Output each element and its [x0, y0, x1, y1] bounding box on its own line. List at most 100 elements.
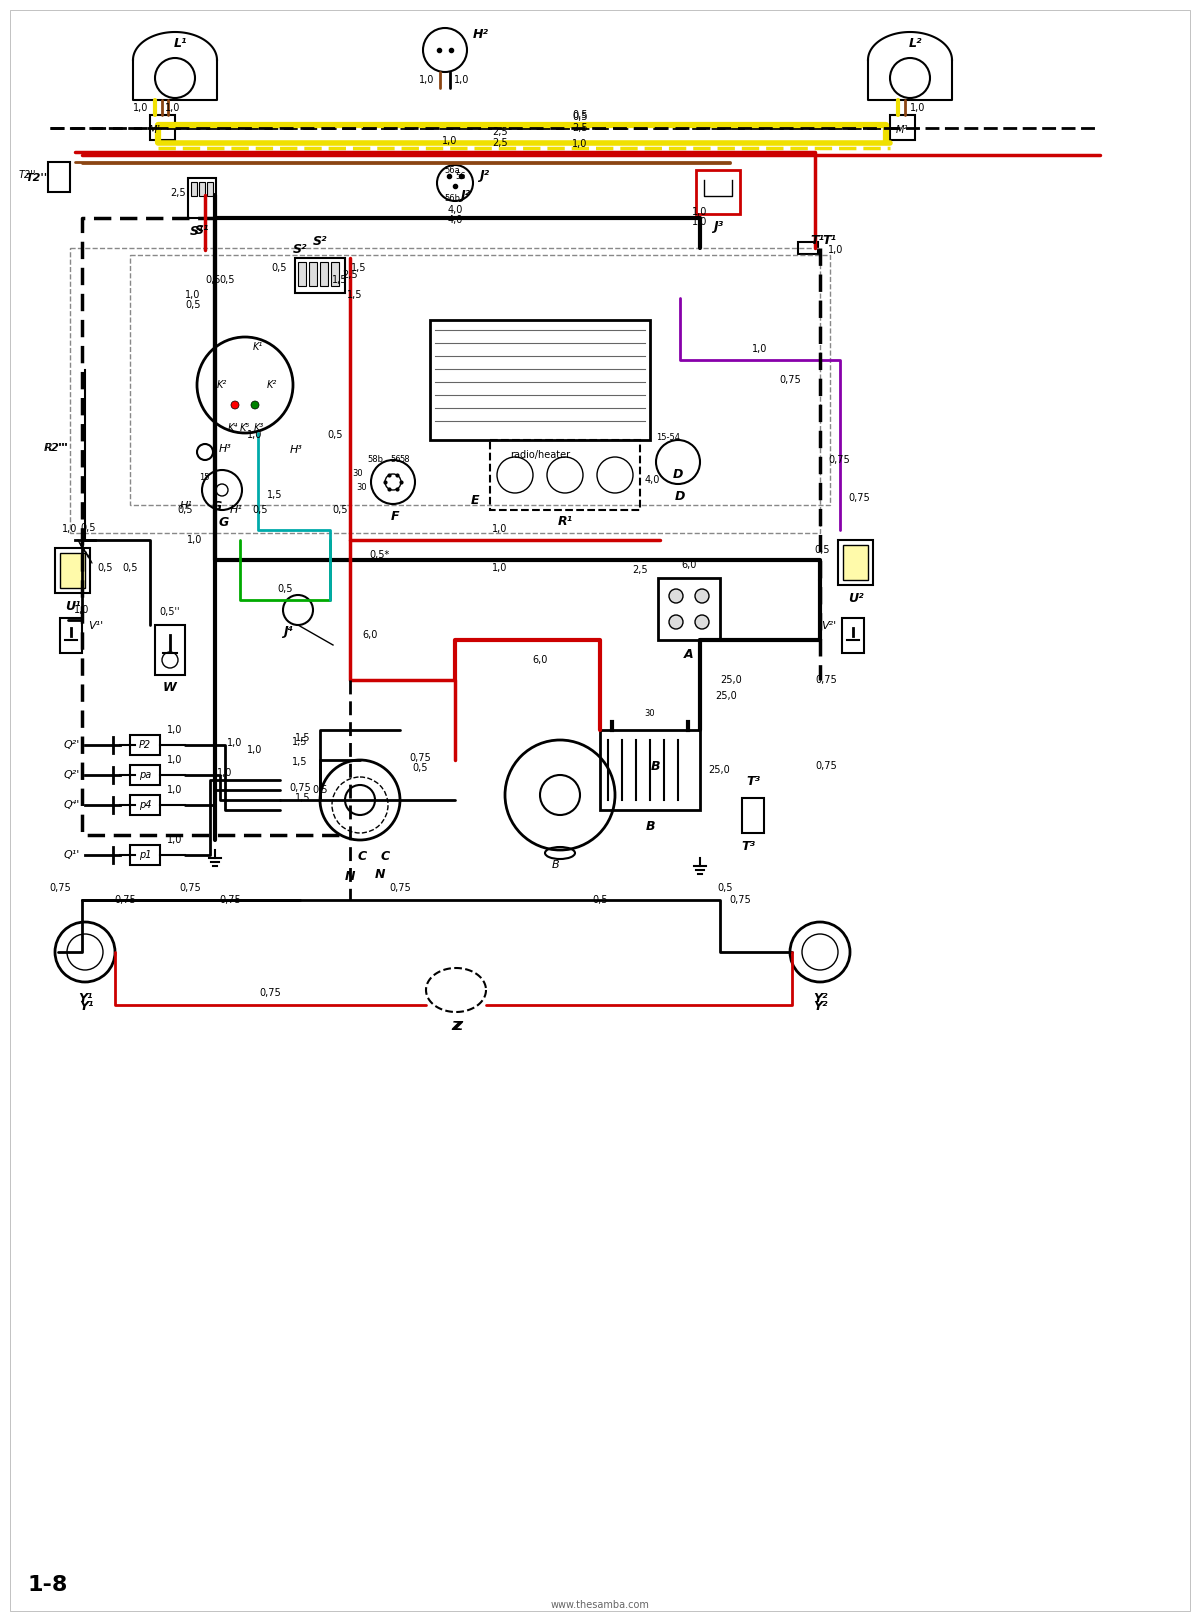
Text: K¹: K¹: [253, 342, 263, 352]
Text: 25,0: 25,0: [720, 674, 742, 686]
Text: 2,5: 2,5: [342, 271, 358, 280]
Text: G: G: [218, 515, 229, 528]
Text: 1,5: 1,5: [352, 263, 366, 272]
Text: 0,5: 0,5: [97, 562, 113, 572]
Text: T³: T³: [746, 775, 760, 788]
Bar: [310, 263, 317, 285]
Text: J⁴: J⁴: [283, 626, 293, 639]
Bar: [838, 540, 874, 585]
Bar: [130, 794, 160, 815]
Text: 6,0: 6,0: [682, 559, 697, 571]
Text: 1,5: 1,5: [294, 733, 310, 742]
Text: S¹: S¹: [190, 225, 204, 238]
Bar: [60, 553, 85, 588]
Text: 1,0: 1,0: [492, 562, 508, 572]
Bar: [430, 319, 650, 439]
Text: 0,75: 0,75: [114, 895, 136, 905]
Text: 1,5: 1,5: [293, 738, 307, 747]
Text: Q⁴': Q⁴': [64, 801, 80, 810]
Text: 0,75: 0,75: [815, 674, 836, 686]
Text: H²: H²: [473, 28, 490, 41]
Text: 0,5: 0,5: [328, 430, 343, 439]
Text: U²: U²: [848, 592, 864, 605]
Text: Y¹: Y¹: [78, 992, 92, 1005]
Text: 56b: 56b: [444, 195, 460, 203]
Circle shape: [670, 614, 683, 629]
Text: www.thesamba.com: www.thesamba.com: [551, 1600, 649, 1610]
Text: P2: P2: [139, 741, 151, 751]
Text: Z: Z: [451, 1020, 461, 1033]
Text: 1,5: 1,5: [268, 490, 283, 499]
Text: 4,0: 4,0: [448, 204, 463, 216]
Text: Z: Z: [454, 1020, 462, 1033]
Text: 30: 30: [356, 483, 367, 491]
Text: 0,75: 0,75: [49, 883, 71, 893]
Bar: [696, 170, 740, 214]
Text: 0,75: 0,75: [179, 883, 200, 893]
Text: H¹: H¹: [230, 506, 242, 515]
Text: H¹: H¹: [180, 501, 193, 511]
Text: 0,5: 0,5: [815, 545, 830, 554]
Bar: [130, 845, 160, 866]
Text: 6,0: 6,0: [362, 631, 378, 640]
Text: 2,5: 2,5: [170, 188, 186, 198]
Text: 1,5: 1,5: [347, 290, 362, 300]
Text: V¹': V¹': [88, 621, 103, 631]
Text: 25,0: 25,0: [715, 691, 737, 700]
Text: 2,5: 2,5: [572, 123, 588, 133]
Text: 0,5: 0,5: [220, 276, 235, 285]
Text: 0,5: 0,5: [271, 263, 287, 272]
Text: T2'': T2'': [26, 173, 48, 183]
Text: 1,0: 1,0: [133, 104, 148, 113]
Bar: [70, 248, 820, 533]
Text: 1,0: 1,0: [910, 104, 925, 113]
Text: 0,75: 0,75: [289, 783, 311, 793]
Bar: [130, 734, 160, 755]
Text: 0,5: 0,5: [718, 883, 733, 893]
Text: 0,5: 0,5: [277, 584, 293, 593]
Text: 0,75: 0,75: [389, 883, 410, 893]
Bar: [798, 242, 818, 254]
Text: 1,0: 1,0: [74, 605, 90, 614]
Text: B: B: [646, 820, 655, 833]
Text: S²: S²: [313, 235, 328, 248]
Text: radio/heater: radio/heater: [510, 451, 570, 460]
Text: T³: T³: [742, 840, 755, 853]
Text: 1,0: 1,0: [227, 738, 242, 747]
Text: 1,5: 1,5: [293, 757, 307, 767]
Text: 2,5: 2,5: [632, 566, 648, 575]
Text: R¹: R¹: [558, 515, 572, 528]
Text: K²: K²: [217, 379, 227, 391]
Text: 30: 30: [644, 708, 655, 718]
Text: K³: K³: [254, 423, 264, 433]
Text: 0,5: 0,5: [593, 895, 607, 905]
Text: 0,75: 0,75: [848, 493, 870, 503]
Text: N: N: [374, 869, 385, 882]
Text: 1,0: 1,0: [167, 835, 182, 845]
Text: 0,5: 0,5: [572, 112, 588, 122]
Text: J³: J³: [713, 220, 724, 233]
Text: 1,0: 1,0: [185, 290, 200, 300]
Text: 1,0: 1,0: [752, 344, 768, 353]
Text: Q²': Q²': [64, 770, 80, 780]
Text: H³: H³: [220, 444, 232, 454]
Bar: [150, 115, 175, 139]
Text: 1,0: 1,0: [419, 75, 434, 84]
Text: 0,75: 0,75: [220, 895, 241, 905]
Text: 6,0: 6,0: [533, 655, 547, 665]
Text: 0,5: 0,5: [178, 506, 193, 515]
Text: 1,0: 1,0: [692, 217, 708, 227]
Text: Q²': Q²': [64, 741, 80, 751]
Text: 0,5: 0,5: [332, 506, 348, 515]
Text: J²: J²: [479, 170, 490, 183]
Text: 1,0: 1,0: [187, 535, 203, 545]
Bar: [199, 182, 205, 196]
Text: N: N: [344, 870, 355, 883]
Text: 4,0: 4,0: [448, 216, 463, 225]
Text: R2''': R2''': [46, 443, 68, 452]
Text: J²: J²: [460, 188, 470, 201]
Bar: [320, 263, 328, 285]
Text: 0,75: 0,75: [259, 989, 281, 999]
Text: 1,0: 1,0: [443, 136, 457, 146]
Text: 1,5: 1,5: [294, 793, 310, 802]
